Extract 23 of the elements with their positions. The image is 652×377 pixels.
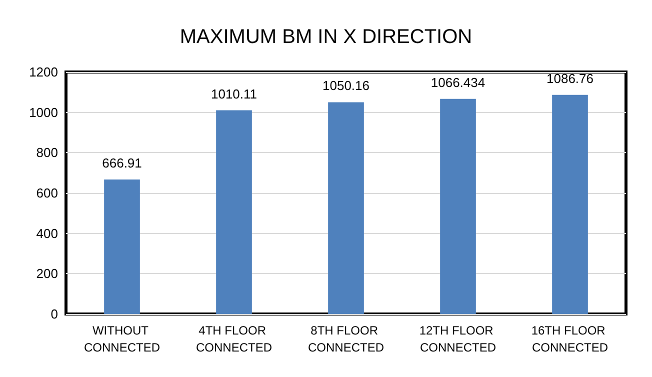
data-label: 666.91 xyxy=(102,156,142,171)
bar xyxy=(216,110,252,314)
y-tick-label: 800 xyxy=(36,145,58,160)
y-tick-label: 1200 xyxy=(29,64,58,80)
bar xyxy=(440,98,476,314)
data-label: 1086.76 xyxy=(546,70,594,86)
x-tick-label: 4TH FLOOR CONNECTED xyxy=(196,324,272,354)
y-tick-label: 200 xyxy=(36,266,58,282)
y-tick-label: 1000 xyxy=(29,104,58,120)
x-tick-label: 8TH FLOOR CONNECTED xyxy=(308,324,384,354)
data-label: 1066.434 xyxy=(430,74,486,90)
bar xyxy=(104,180,140,314)
x-tick-label: WITHOUT CONNECTED xyxy=(84,324,160,354)
y-tick-label: 600 xyxy=(36,186,58,200)
data-label: 1010.11 xyxy=(210,86,258,102)
bar xyxy=(328,102,364,314)
x-tick-label: 16TH FLOOR CONNECTED xyxy=(531,324,609,354)
bar xyxy=(552,94,588,314)
chart-title: MAXIMUM BM IN X DIRECTION xyxy=(180,26,472,48)
data-label: 1050.16 xyxy=(322,78,370,94)
x-tick-label: 12TH FLOOR CONNECTED xyxy=(419,324,497,354)
y-tick-label: 400 xyxy=(36,226,58,241)
y-tick-label: 0 xyxy=(50,306,58,322)
